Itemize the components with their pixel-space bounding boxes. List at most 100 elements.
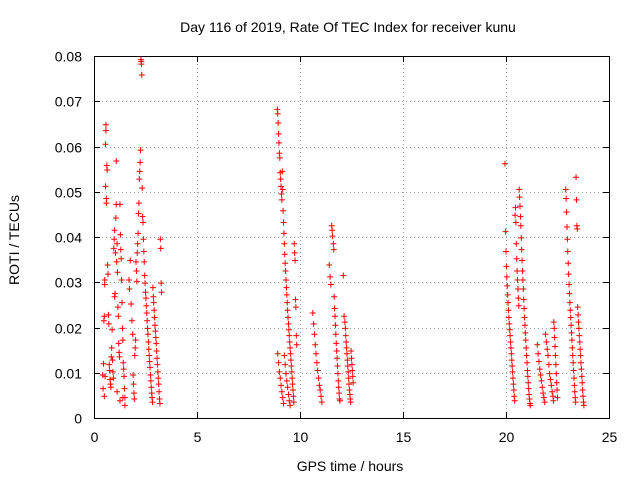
data-point: [282, 276, 289, 283]
data-point: [507, 338, 514, 345]
data-point: [103, 200, 110, 207]
data-point: [277, 176, 284, 183]
data-point: [527, 402, 534, 409]
data-point: [287, 402, 294, 409]
data-point: [541, 399, 548, 406]
data-point: [293, 341, 300, 348]
data-point: [551, 325, 558, 332]
data-point: [311, 331, 318, 338]
data-point: [342, 332, 349, 339]
data-point: [332, 313, 339, 320]
data-point: [289, 381, 296, 388]
data-point: [566, 281, 573, 288]
data-point: [576, 332, 583, 339]
x-tick-labels: 0 5 10 15 20 25: [91, 429, 618, 445]
data-point: [282, 260, 289, 267]
data-point: [142, 289, 149, 296]
data-point: [114, 388, 121, 395]
data-point: [312, 341, 319, 348]
data-point: [121, 373, 128, 380]
data-point: [309, 310, 316, 317]
data-point: [552, 352, 559, 359]
data-point: [550, 397, 557, 404]
y-tick-label: 0: [74, 411, 82, 427]
data-point: [521, 314, 528, 321]
data-point: [293, 332, 300, 339]
data-point: [111, 236, 118, 243]
data-point: [101, 393, 108, 400]
data-point: [348, 348, 355, 355]
data-point: [317, 386, 324, 393]
data-point: [568, 329, 575, 336]
data-point: [138, 61, 145, 68]
data-point: [335, 384, 342, 391]
data-point: [131, 352, 138, 359]
data-point: [136, 176, 143, 183]
data-point: [280, 207, 287, 214]
data-point: [157, 236, 164, 243]
data-point: [140, 219, 147, 226]
data-point: [344, 362, 351, 369]
data-point: [573, 196, 580, 203]
data-point: [517, 213, 524, 220]
data-point: [117, 231, 124, 238]
data-point: [118, 276, 125, 283]
data-point: [573, 174, 580, 181]
data-point: [334, 362, 341, 369]
y-tick-labels: 0 0.01 0.02 0.03 0.04 0.05 0.06 0.07 0.08: [55, 49, 82, 427]
data-point: [285, 326, 292, 333]
data-point: [512, 212, 519, 219]
data-point: [565, 271, 572, 278]
data-point: [577, 352, 584, 359]
y-axis-label: ROTI / TECUs: [6, 195, 22, 285]
data-point: [516, 194, 523, 201]
data-point: [503, 273, 510, 280]
data-point: [313, 350, 320, 357]
data-point: [155, 375, 162, 382]
data-point: [503, 248, 509, 255]
data-point: [349, 367, 356, 374]
data-point: [289, 386, 296, 393]
data-point: [515, 302, 522, 309]
data-point: [105, 311, 112, 318]
data-point: [341, 319, 348, 326]
data-point: [502, 228, 509, 235]
data-point: [342, 325, 349, 332]
data-point: [291, 240, 298, 247]
data-point: [553, 379, 560, 386]
data-point: [284, 384, 291, 391]
data-point: [545, 352, 552, 359]
data-point: [132, 344, 139, 351]
data-point: [282, 361, 289, 368]
data-point: [552, 361, 559, 368]
data-point: [284, 307, 291, 314]
data-point: [575, 325, 582, 332]
data-point: [509, 368, 516, 375]
data-point: [544, 346, 551, 353]
data-point: [274, 350, 281, 357]
data-point: [572, 399, 579, 406]
data-point: [110, 245, 117, 252]
data-point: [137, 159, 144, 166]
data-point: [523, 344, 530, 351]
data-point: [521, 305, 528, 312]
data-point: [112, 290, 119, 297]
data-point: [554, 386, 561, 393]
data-point: [568, 337, 575, 344]
data-point: [107, 384, 114, 391]
data-point: [547, 376, 554, 383]
data-point: [331, 293, 338, 300]
data-point: [329, 227, 336, 234]
data-point: [282, 370, 289, 377]
data-point: [128, 317, 135, 324]
data-point: [115, 313, 122, 320]
data-point: [115, 340, 122, 347]
data-point: [102, 373, 109, 380]
data-point: [326, 262, 333, 269]
data-point: [543, 338, 550, 345]
data-point: [102, 183, 109, 190]
data-point: [288, 368, 295, 375]
data-point: [540, 394, 547, 401]
data-point: [343, 344, 350, 351]
